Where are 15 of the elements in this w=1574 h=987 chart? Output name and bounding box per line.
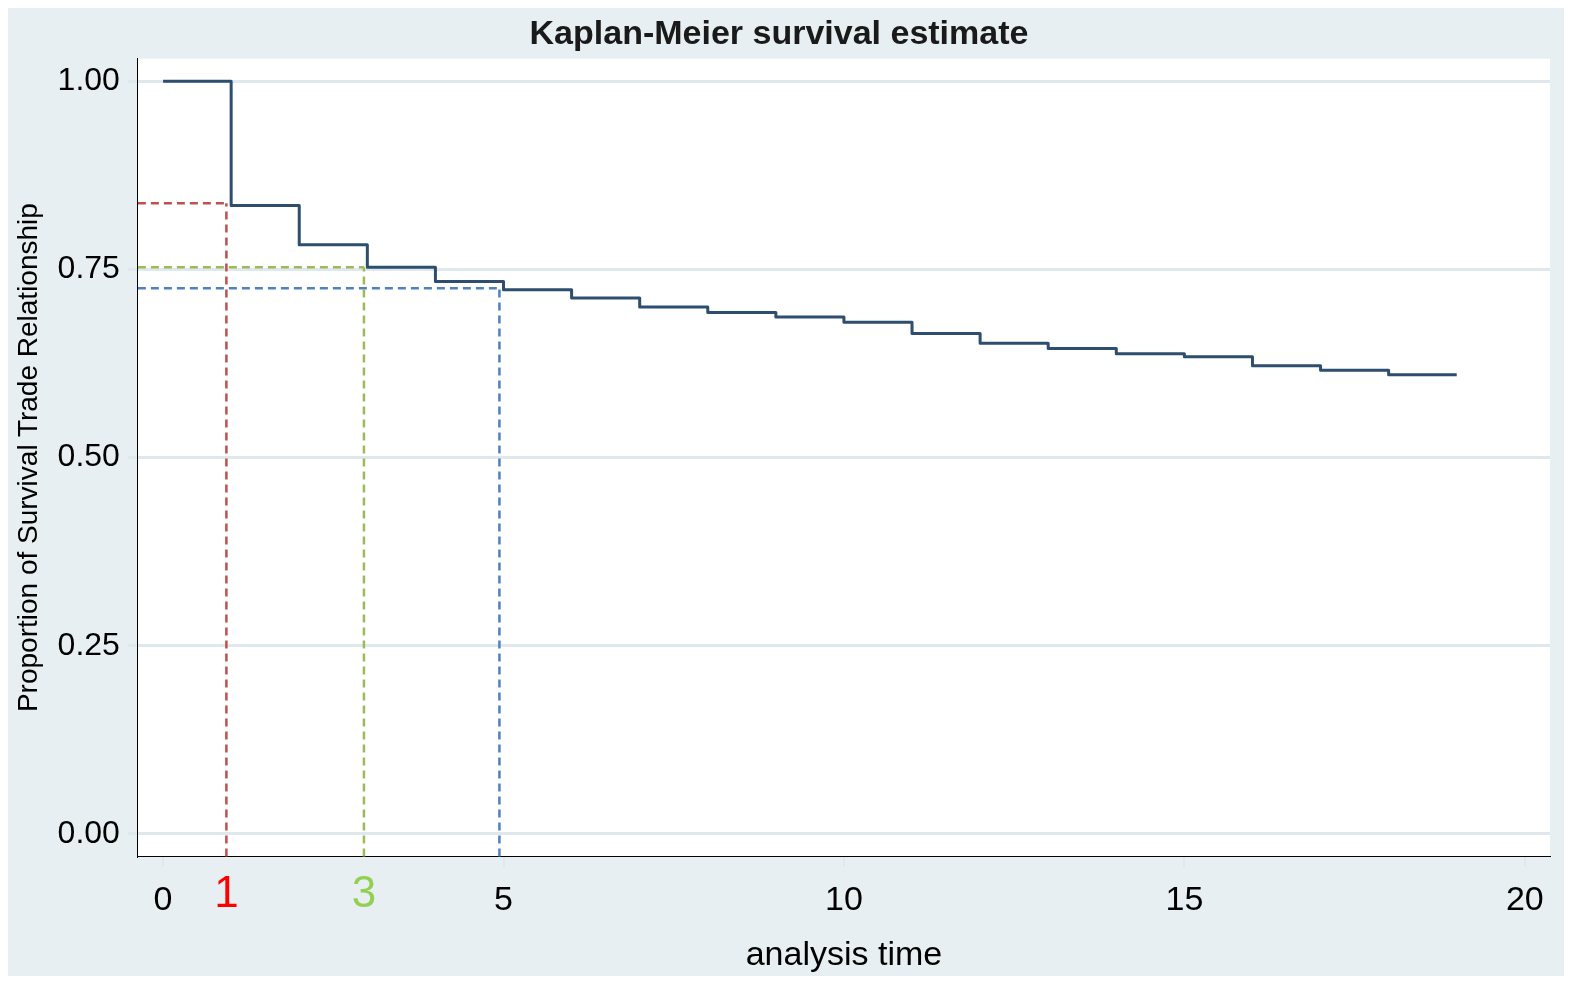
y-tick-label: 1.00 [57, 61, 120, 98]
x-tick-label: 15 [1165, 879, 1204, 918]
y-tick-label: 0.00 [57, 813, 120, 850]
x-tick-label: 0 [153, 879, 173, 918]
y-tick-label: 0.50 [57, 437, 120, 474]
x-tick-label: 20 [1505, 879, 1544, 918]
ref-line-label: 3 [351, 866, 377, 916]
x-tick-label: 5 [494, 879, 513, 918]
ref-line-label: 1 [214, 866, 239, 916]
x-tick-label: 10 [825, 879, 863, 918]
x-axis-title: analysis time [745, 933, 943, 972]
chart-title: Kaplan-Meier survival estimate [529, 12, 1029, 51]
y-axis-title: Proportion of Survival Trade Relationship [11, 203, 43, 713]
y-tick-label: 0.25 [57, 625, 120, 662]
y-tick-label: 0.75 [57, 249, 120, 286]
